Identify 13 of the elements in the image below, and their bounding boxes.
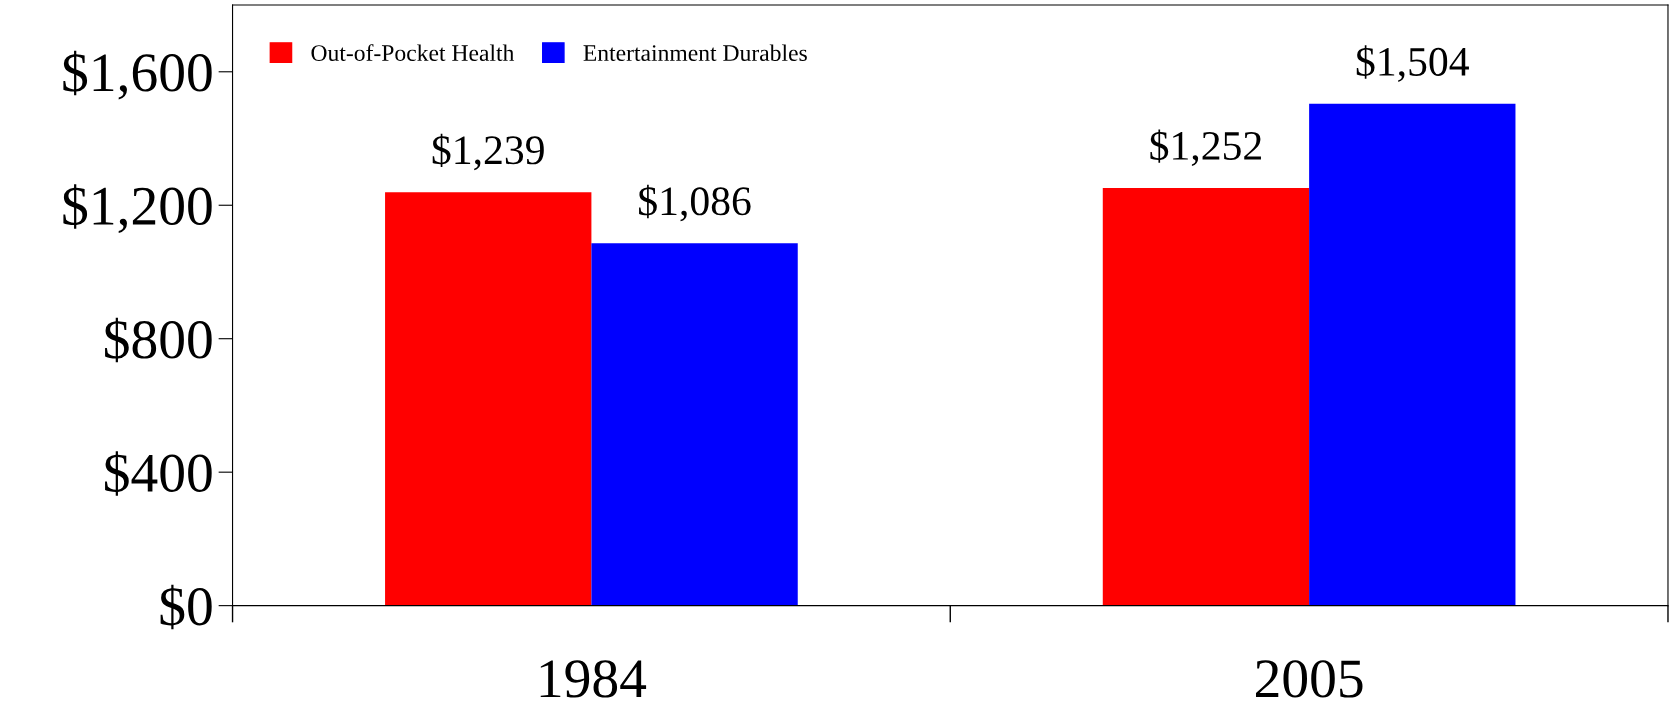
text: $1,086 xyxy=(639,184,751,222)
y-tick-label: $1,200 xyxy=(63,184,212,234)
y-tick-label: $0 xyxy=(160,584,212,630)
text: $1,504 xyxy=(1356,45,1469,82)
text: $1,239 xyxy=(432,133,544,171)
x-tick-label: 1984 xyxy=(540,660,647,698)
legend-label: Entertainment Durables xyxy=(583,44,807,61)
text: $1,252 xyxy=(1150,129,1261,166)
legend-label: Out-of-Pocket Health xyxy=(311,44,515,61)
y-tick-label: $1,600 xyxy=(63,50,212,100)
y-tick-label: $800 xyxy=(105,317,212,363)
y-tick-label: $400 xyxy=(105,451,212,496)
x-tick-label: 2005 xyxy=(1256,660,1363,698)
